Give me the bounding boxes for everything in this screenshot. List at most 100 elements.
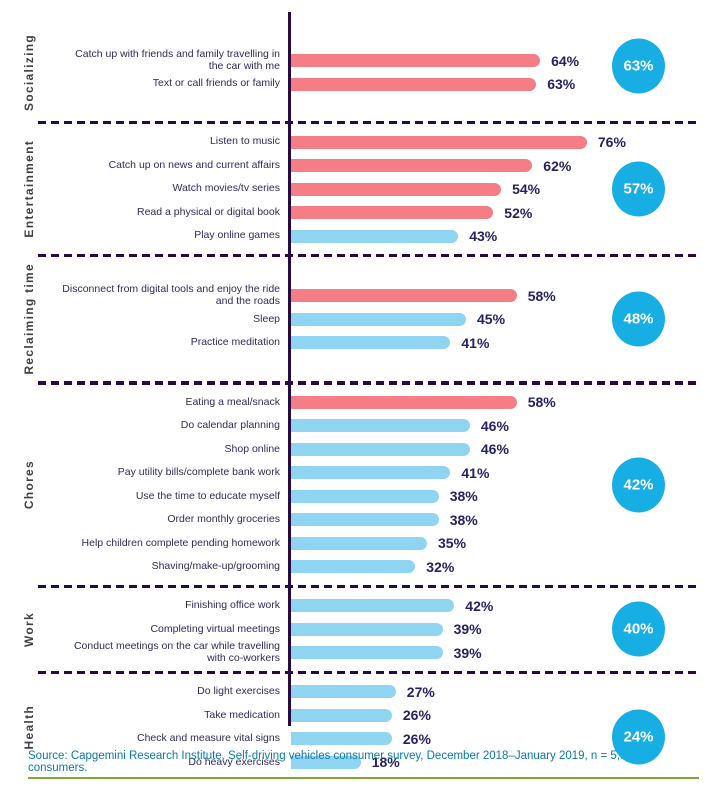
bar-area: 35% <box>288 535 715 551</box>
bar-row: Completing virtual meetings 39% <box>58 618 715 642</box>
section-separator <box>38 584 701 589</box>
bar-value: 32% <box>426 558 455 575</box>
bar-row: Practice meditation 41% <box>58 331 715 355</box>
bar-label: Conduct meetings on the car while travel… <box>73 640 280 664</box>
bar-label: Catch up on news and current affairs <box>108 158 280 171</box>
bar <box>290 395 517 409</box>
bar-row: Do light exercises 27% <box>58 680 715 704</box>
bar-label: Check and measure vital signs <box>137 732 280 745</box>
bar <box>290 289 517 303</box>
bar-label: Do calendar planning <box>180 419 280 432</box>
bar <box>290 685 396 699</box>
bar-value: 64% <box>551 52 580 69</box>
bar-row: Check and measure vital signs 26% <box>58 727 715 751</box>
bar-label: Completing virtual meetings <box>150 622 280 635</box>
bar-value: 38% <box>449 488 478 505</box>
bar-value: 46% <box>480 441 509 458</box>
bar-row: Finishing office work 42% <box>58 594 715 618</box>
bar-area: 45% <box>288 311 715 327</box>
bar-value: 41% <box>461 464 490 481</box>
bar-label: Sleep <box>253 312 280 325</box>
bar-value: 62% <box>543 157 572 174</box>
bar-area: 18% <box>288 754 715 770</box>
bar <box>290 466 451 480</box>
bar-row: Eating a meal/snack 58% <box>58 391 715 415</box>
bar-row: Catch up on news and current affairs 62% <box>58 154 715 178</box>
bar-row: Text or call friends or family 63% <box>58 72 715 96</box>
bar-row: Take medication 26% <box>58 704 715 728</box>
bar-row: Read a physical or digital book 52% <box>58 201 715 225</box>
bar-value: 18% <box>371 754 400 771</box>
bar-area: 42% <box>288 598 715 614</box>
bar-label: Help children complete pending homework <box>81 536 280 549</box>
bar-label: Play online games <box>194 229 280 242</box>
bar <box>290 513 439 527</box>
bar-row: Help children complete pending homework 3… <box>58 532 715 556</box>
section-chores: Chores Eating a meal/snack 58% Do calendar … <box>0 385 715 585</box>
category-label-chores: Chores <box>21 459 36 510</box>
category-column: Entertainment <box>0 130 58 248</box>
bar-label: Do heavy exercises <box>188 755 280 768</box>
bar-rows: Eating a meal/snack 58% Do calendar planni… <box>58 391 715 579</box>
section-separator <box>38 120 701 125</box>
bar-value: 63% <box>547 76 576 93</box>
bar-label: Take medication <box>204 708 280 721</box>
bar <box>290 599 455 613</box>
bar-area: 27% <box>288 684 715 700</box>
average-badge-work: 40% <box>612 601 665 657</box>
bar-rows: Listen to music 76% Catch up on news and c… <box>58 130 715 248</box>
bar <box>290 229 459 243</box>
section-entertainment: Entertainment Listen to music 76% Catch up … <box>0 124 715 254</box>
bar-row: Shaving/make-up/grooming 32% <box>58 555 715 579</box>
bar <box>290 182 502 196</box>
bar-row: Do heavy exercises 18% <box>58 751 715 775</box>
bar-row: Do calendar planning 46% <box>58 414 715 438</box>
bar-area: 46% <box>288 418 715 434</box>
bar-area: 64% <box>288 53 715 69</box>
bar-row: Play online games 43% <box>58 224 715 248</box>
bar-row: Conduct meetings on the car while travel… <box>58 641 715 665</box>
section-socializing: Socializing Catch up with friends and fam… <box>0 12 715 121</box>
section-health: Health Do light exercises 27% Take medicati… <box>0 674 715 800</box>
bar-row: Use the time to educate myself 38% <box>58 485 715 509</box>
bar-area: 46% <box>288 441 715 457</box>
bar-label: Order monthly groceries <box>167 513 280 526</box>
category-column: Socializing <box>0 34 58 111</box>
bar-row: Listen to music 76% <box>58 130 715 154</box>
bar-area: 38% <box>288 512 715 528</box>
bar-value: 54% <box>512 181 541 198</box>
bar-area: 39% <box>288 621 715 637</box>
bar-value: 26% <box>402 707 431 724</box>
axis-line <box>288 12 291 726</box>
bar-area: 62% <box>288 158 715 174</box>
section-separator <box>38 381 701 385</box>
bar-row: Order monthly groceries 38% <box>58 508 715 532</box>
category-column: Work <box>0 594 58 665</box>
bar-area: 41% <box>288 335 715 351</box>
bar-label: Practice meditation <box>190 336 280 348</box>
bar-label: Catch up with friends and family travell… <box>75 48 280 72</box>
bar <box>290 732 392 746</box>
bar-value: 58% <box>527 287 556 304</box>
bar <box>290 419 470 433</box>
bar-label: Do light exercises <box>197 685 280 698</box>
bar-row: Disconnect from digital tools and enjoy … <box>58 284 715 308</box>
bar-row: Catch up with friends and family travell… <box>58 48 715 73</box>
bar-area: 39% <box>288 645 715 661</box>
bar-label: Pay utility bills/complete bank work <box>117 466 280 479</box>
bar-area: 63% <box>288 76 715 92</box>
bar-row: Shop online 46% <box>58 438 715 462</box>
bar-label: Finishing office work <box>185 599 280 612</box>
bar-label: Shaving/make-up/grooming <box>151 560 280 573</box>
bar-value: 35% <box>438 535 467 552</box>
bar-area: 52% <box>288 205 715 221</box>
bar-label: Eating a meal/snack <box>185 395 280 408</box>
bar <box>290 489 439 503</box>
average-badge-socializing: 63% <box>612 38 665 94</box>
average-badge-reclaiming-time: 48% <box>612 291 665 347</box>
bar-rows: Disconnect from digital tools and enjoy … <box>58 284 715 355</box>
footer-rule <box>28 777 699 779</box>
bar <box>290 622 443 636</box>
bar-value: 27% <box>406 683 435 700</box>
